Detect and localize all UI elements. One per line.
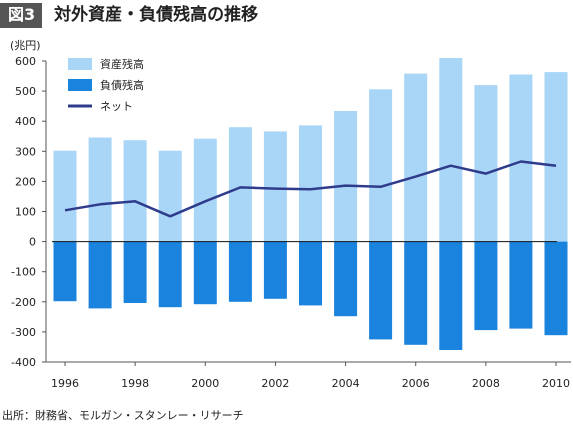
x-tick-label: 2000	[191, 377, 219, 390]
y-tick-label: 300	[15, 145, 36, 158]
legend-swatch-assets	[68, 58, 92, 70]
x-tick-label: 1998	[121, 377, 149, 390]
asset-bar	[509, 74, 533, 242]
y-tick-label: 0	[29, 236, 36, 249]
liability-bar	[474, 241, 498, 331]
y-tick-label: -300	[11, 326, 36, 339]
asset-bar	[439, 58, 463, 242]
liability-bar	[53, 241, 77, 302]
liability-bar	[88, 241, 112, 309]
asset-bar	[334, 111, 358, 242]
liability-bar	[544, 241, 568, 336]
liability-bar	[263, 241, 287, 299]
y-tick-label: 400	[15, 115, 36, 128]
figure-number-badge: 図3	[0, 2, 43, 28]
asset-bar	[88, 137, 112, 242]
y-tick-label: 600	[15, 55, 36, 68]
asset-bar	[228, 127, 252, 242]
liability-bar	[404, 241, 428, 345]
y-tick-label: -200	[11, 296, 36, 309]
y-tick-label: 200	[15, 175, 36, 188]
legend-swatch-liabilities	[68, 79, 92, 91]
y-tick-label: 500	[15, 85, 36, 98]
asset-bar	[193, 138, 217, 242]
liability-bar	[158, 241, 182, 308]
y-tick-label: 100	[15, 206, 36, 219]
legend-label-liabilities: 負債残高	[100, 78, 144, 92]
legend-label-net: ネット	[100, 100, 133, 113]
x-tick-label: 2010	[542, 377, 570, 390]
x-tick-label: 2002	[261, 377, 289, 390]
x-tick-label: 2004	[332, 377, 360, 390]
y-tick-label: -100	[11, 266, 36, 279]
asset-bar	[404, 73, 428, 242]
asset-bar	[544, 72, 568, 242]
liability-bar	[123, 241, 147, 303]
liability-bar	[193, 241, 217, 305]
asset-bar	[158, 150, 182, 242]
figure-header: 図3 対外資産・負債残高の推移	[0, 0, 258, 30]
x-tick-label: 2006	[402, 377, 430, 390]
y-tick-label: -400	[11, 356, 36, 369]
asset-bar	[53, 150, 77, 242]
liability-bar	[299, 241, 322, 306]
asset-bar	[299, 125, 322, 242]
liability-bar	[509, 241, 533, 329]
asset-bar	[263, 131, 287, 242]
x-tick-label: 2008	[472, 377, 500, 390]
liability-bar	[334, 241, 358, 317]
liability-bar	[228, 241, 252, 302]
asset-bar	[474, 85, 498, 242]
chart-title: 対外資産・負債残高の推移	[54, 4, 259, 25]
x-tick-label: 1996	[51, 377, 79, 390]
net-line	[64, 160, 557, 218]
legend-label-assets: 資産残高	[100, 57, 144, 71]
liability-bar	[439, 241, 463, 350]
asset-bar	[123, 140, 147, 242]
source-note: 出所：財務省、モルガン・スタンレー・リサーチ	[2, 409, 244, 422]
y-axis-unit-label: (兆円)	[10, 39, 41, 52]
liability-bar	[369, 241, 393, 340]
asset-bar	[369, 89, 393, 242]
